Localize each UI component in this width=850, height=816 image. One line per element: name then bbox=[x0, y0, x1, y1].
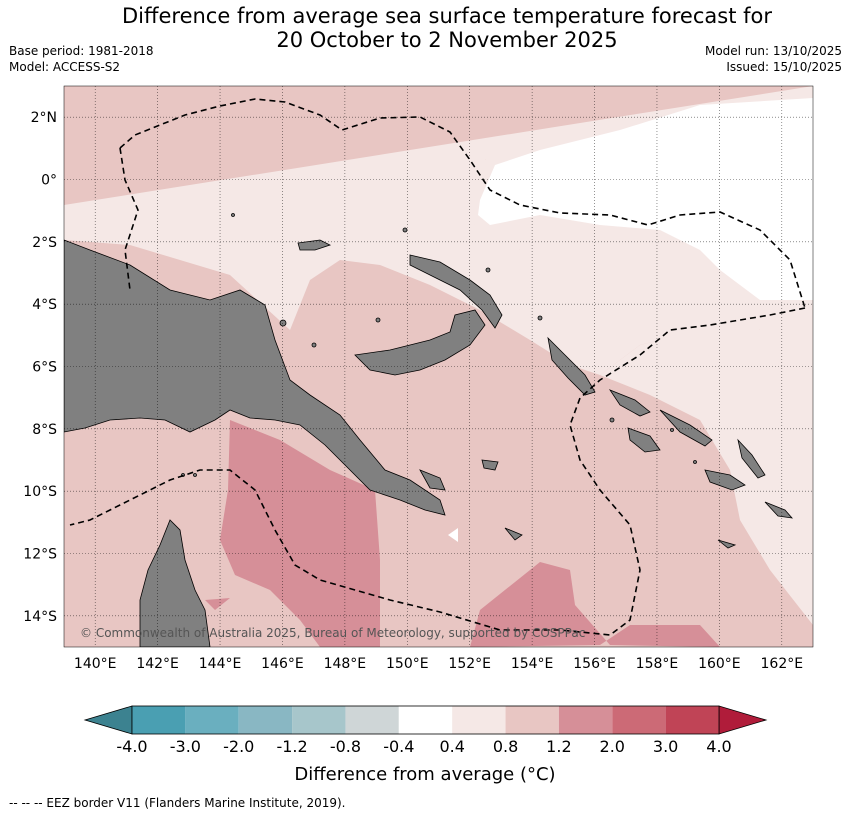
lon-tick-label: 162°E bbox=[761, 656, 804, 672]
land-rossel bbox=[504, 527, 523, 541]
colorbar-tick-label: 4.0 bbox=[706, 737, 731, 756]
colorbar-extend-low bbox=[83, 705, 133, 735]
colorbar: -4.0 -3.0 -2.0 -1.2 -0.8 -0.4 0.4 0.8 1.2 2.0 3.0 4… bbox=[83, 705, 768, 756]
land-rennell bbox=[717, 539, 737, 549]
land-new-georgia bbox=[627, 427, 661, 453]
land-woodlark bbox=[481, 459, 499, 471]
colorbar-tick-label: -3.0 bbox=[170, 737, 201, 756]
colorbar-frame bbox=[131, 705, 720, 735]
model-name: Model: ACCESS-S2 bbox=[9, 60, 121, 74]
colorbar-bin bbox=[292, 706, 346, 734]
longitude-ticks: 140°E 142°E 144°E 146°E 148°E 150°E 152°E 154°E… bbox=[74, 656, 803, 672]
land-islets bbox=[181, 213, 697, 477]
anomaly-zone-0.4-0.8-east bbox=[600, 330, 813, 625]
lon-tick-label: 156°E bbox=[573, 656, 616, 672]
colorbar-tick-label: 2.0 bbox=[600, 737, 625, 756]
land-malaita bbox=[737, 438, 766, 479]
lon-tick-label: 152°E bbox=[448, 656, 491, 672]
eez-footnote: -- -- -- EEZ border V11 (Flanders Marine… bbox=[9, 796, 346, 810]
lon-tick-label: 140°E bbox=[74, 656, 117, 672]
title-line-2: 20 October to 2 November 2025 bbox=[276, 28, 618, 52]
anomaly-zone-neutral-small bbox=[448, 528, 458, 542]
eez-line-west bbox=[119, 147, 139, 291]
colorbar-bin bbox=[505, 706, 559, 734]
colorbar-tick-label: 0.4 bbox=[439, 737, 464, 756]
eez-line-south bbox=[69, 307, 806, 636]
land-dentrecasteaux bbox=[419, 469, 446, 491]
colorbar-tick-label: -4.0 bbox=[116, 737, 147, 756]
meta-right: Model run: 13/10/2025 Issued: 15/10/2025 bbox=[705, 43, 842, 75]
base-period: Base period: 1981-2018 bbox=[9, 44, 154, 58]
title-line-1: Difference from average sea surface temp… bbox=[122, 4, 772, 28]
lat-tick-label: 12°S bbox=[23, 547, 57, 563]
lat-tick-label: 8°S bbox=[32, 422, 57, 438]
land-new-guinea bbox=[64, 239, 446, 516]
colorbar-bin bbox=[345, 706, 399, 734]
meta-left: Base period: 1981-2018 Model: ACCESS-S2 bbox=[9, 43, 154, 75]
map-title: Difference from average sea surface temp… bbox=[0, 4, 850, 52]
colorbar-bin bbox=[665, 706, 719, 734]
colorbar-tick-label: 1.2 bbox=[546, 737, 571, 756]
issued-date: Issued: 15/10/2025 bbox=[726, 60, 842, 74]
lon-tick-label: 142°E bbox=[136, 656, 179, 672]
lon-tick-label: 148°E bbox=[324, 656, 367, 672]
lon-tick-label: 154°E bbox=[511, 656, 554, 672]
colorbar-tick-label: 3.0 bbox=[653, 737, 678, 756]
anomaly-zone-1.2-2.0-small bbox=[205, 598, 230, 610]
lat-tick-label: 6°S bbox=[32, 360, 57, 376]
eez-line-north bbox=[119, 98, 806, 309]
colorbar-bin bbox=[185, 706, 239, 734]
colorbar-bin bbox=[452, 706, 506, 734]
lon-tick-label: 146°E bbox=[261, 656, 304, 672]
lon-tick-label: 158°E bbox=[636, 656, 679, 672]
latitude-ticks: 2°N 0° 2°S 4°S 6°S 8°S 10°S 12°S 14°S bbox=[23, 110, 57, 625]
colorbar-title: Difference from average (°C) bbox=[294, 764, 555, 785]
map-frame bbox=[63, 85, 814, 648]
model-run: Model run: 13/10/2025 bbox=[704, 44, 842, 58]
colorbar-bin bbox=[238, 706, 293, 734]
colorbar-bin bbox=[398, 706, 453, 734]
colorbar-tick-label: -2.0 bbox=[223, 737, 254, 756]
eez-borders bbox=[69, 98, 806, 636]
colorbar-extend-high bbox=[718, 705, 768, 735]
land-manus bbox=[297, 239, 332, 251]
lat-tick-label: 14°S bbox=[23, 609, 57, 625]
anomaly-zone-neutral bbox=[478, 98, 813, 300]
lon-tick-label: 150°E bbox=[386, 656, 429, 672]
lon-tick-label: 160°E bbox=[698, 656, 741, 672]
land-santa-isabel bbox=[659, 409, 713, 447]
land-makira bbox=[764, 501, 794, 519]
lat-tick-label: 2°S bbox=[32, 235, 57, 251]
colorbar-tick-label: 0.8 bbox=[493, 737, 518, 756]
lat-tick-label: 0° bbox=[41, 173, 57, 189]
land-choiseul bbox=[608, 389, 651, 417]
colorbar-bin bbox=[612, 706, 666, 734]
colorbar-tick-label: -0.8 bbox=[330, 737, 361, 756]
colorbar-bin bbox=[132, 706, 186, 734]
lon-tick-label: 144°E bbox=[199, 656, 242, 672]
anomaly-zone-1.2-2.0-west bbox=[220, 420, 380, 647]
anomaly-zone-1.2-2.0-south bbox=[470, 562, 720, 647]
copyright-text: © Commonwealth of Australia 2025, Bureau… bbox=[80, 626, 585, 640]
lat-tick-label: 2°N bbox=[31, 110, 57, 126]
map-area: © Commonwealth of Australia 2025, Bureau… bbox=[64, 86, 813, 647]
colorbar-tick-label: -0.4 bbox=[383, 737, 414, 756]
land-new-britain bbox=[354, 309, 486, 376]
land-new-ireland bbox=[409, 254, 503, 329]
lat-tick-label: 10°S bbox=[23, 484, 57, 500]
map-gridlines bbox=[64, 86, 813, 647]
lat-tick-label: 4°S bbox=[32, 297, 57, 313]
colorbar-bin bbox=[558, 706, 613, 734]
land-guadalcanal bbox=[704, 469, 746, 491]
colorbar-tick-label: -1.2 bbox=[276, 737, 307, 756]
